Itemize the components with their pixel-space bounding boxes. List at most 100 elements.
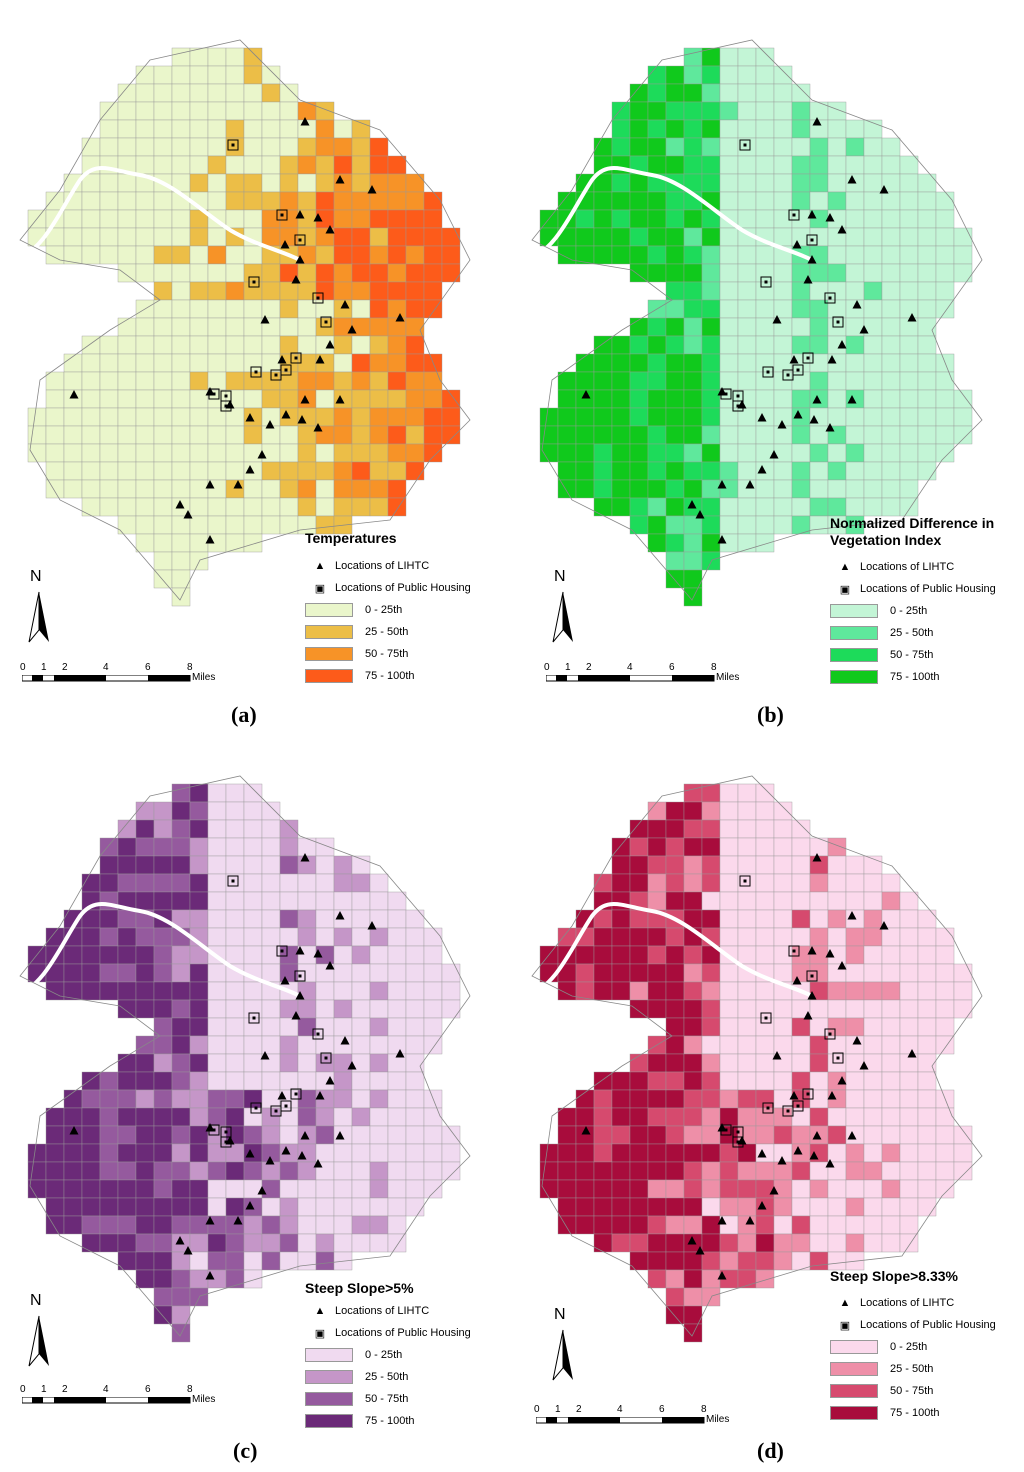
lihtc-marker (879, 921, 889, 930)
tract-polygon (243, 1215, 263, 1235)
tract-polygon (665, 299, 685, 319)
legend-lihtc: ▲ Locations of LIHTC (305, 1302, 430, 1320)
public-housing-marker-dot (316, 296, 320, 300)
river (14, 166, 301, 262)
lihtc-marker (809, 1151, 819, 1160)
tract-polygon (387, 999, 407, 1019)
tract-polygon (665, 963, 685, 983)
tract-polygon (189, 335, 209, 355)
lihtc-marker (257, 450, 267, 459)
tract-polygon (279, 299, 299, 319)
tract-polygon (611, 963, 631, 983)
tract-polygon (881, 425, 901, 445)
tract-polygon (117, 479, 137, 499)
tract-polygon (333, 425, 353, 445)
tract-polygon (773, 227, 793, 247)
tract-polygon (881, 927, 901, 947)
tract-polygon (117, 1233, 137, 1253)
tract-polygon (243, 909, 263, 929)
tract-polygon (629, 873, 649, 893)
sublabel-b: (b) (757, 702, 784, 727)
tract-polygon (63, 963, 83, 983)
tract-polygon (351, 137, 371, 157)
tract-polygon (117, 945, 137, 965)
tract-polygon (153, 1071, 173, 1091)
north-arrow-icon: N (548, 1306, 578, 1382)
tract-polygon (441, 963, 461, 983)
tract-polygon (207, 191, 227, 211)
lihtc-marker (325, 225, 335, 234)
lihtc-marker (291, 275, 301, 284)
tract-polygon (755, 981, 775, 1001)
public-housing-marker (320, 1052, 332, 1064)
tract-polygon (665, 551, 685, 571)
tract-polygon (809, 173, 829, 193)
lihtc-marker (313, 1159, 323, 1168)
tract-polygon (899, 245, 919, 265)
tract-polygon (647, 83, 667, 103)
tract-polygon (225, 1161, 245, 1181)
tract-polygon (189, 137, 209, 157)
lihtc-marker (757, 465, 767, 474)
river (526, 902, 813, 998)
tract-polygon (171, 443, 191, 463)
tract-polygon (189, 1143, 209, 1163)
tract-polygon (935, 245, 955, 265)
tract-polygon (647, 1089, 667, 1109)
tract-polygon (243, 425, 263, 445)
tract-polygon (917, 299, 937, 319)
tract-polygon (351, 191, 371, 211)
tract-polygon (387, 927, 407, 947)
lihtc-marker (812, 1131, 822, 1140)
tract-polygon (809, 191, 829, 211)
tract-polygon (701, 443, 721, 463)
tract-polygon (405, 981, 425, 1001)
public-housing-marker-dot (298, 238, 302, 242)
filled-triangle-icon: ▲ (839, 561, 851, 573)
tract-polygon (333, 137, 353, 157)
tract-polygon (135, 1179, 155, 1199)
tract-polygon (315, 479, 335, 499)
tract-polygon (405, 173, 425, 193)
tract-polygon (629, 425, 649, 445)
tract-polygon (423, 927, 443, 947)
tract-polygon (593, 407, 613, 427)
tract-polygon (791, 837, 811, 857)
tract-polygon (99, 227, 119, 247)
tract-polygon (63, 407, 83, 427)
tract-polygon (351, 155, 371, 175)
tract-polygon (629, 999, 649, 1019)
tract-polygon (809, 1107, 829, 1127)
tract-polygon (647, 389, 667, 409)
tract-polygon (737, 1089, 757, 1109)
tract-polygon (189, 981, 209, 1001)
tract-polygon (279, 1197, 299, 1217)
tract-polygon (279, 855, 299, 875)
public-housing-marker-dot (324, 320, 328, 324)
tract-polygon (773, 1125, 793, 1145)
tract-polygon (99, 963, 119, 983)
tract-polygon (99, 407, 119, 427)
legend-class-3: 50 - 75th (830, 646, 933, 664)
tract-polygon (63, 1107, 83, 1127)
tract-polygon (881, 317, 901, 337)
tract-polygon (863, 1035, 883, 1055)
tract-polygon (953, 1161, 973, 1181)
tract-polygon (135, 1233, 155, 1253)
tract-polygon (773, 353, 793, 373)
tract-polygon (737, 855, 757, 875)
tract-polygon (261, 909, 281, 929)
tract-polygon (647, 1215, 667, 1235)
tract-polygon (809, 479, 829, 499)
tract-polygon (665, 1035, 685, 1055)
tract-polygon (665, 891, 685, 911)
tract-polygon (117, 425, 137, 445)
legend-class-4: 75 - 100th (305, 667, 415, 685)
tract-polygon (773, 173, 793, 193)
tract-polygon (279, 909, 299, 929)
tract-polygon (261, 999, 281, 1019)
public-housing-marker-dot (836, 1056, 840, 1060)
lihtc-marker (265, 420, 275, 429)
tract-polygon (719, 173, 739, 193)
tract-polygon (207, 353, 227, 373)
